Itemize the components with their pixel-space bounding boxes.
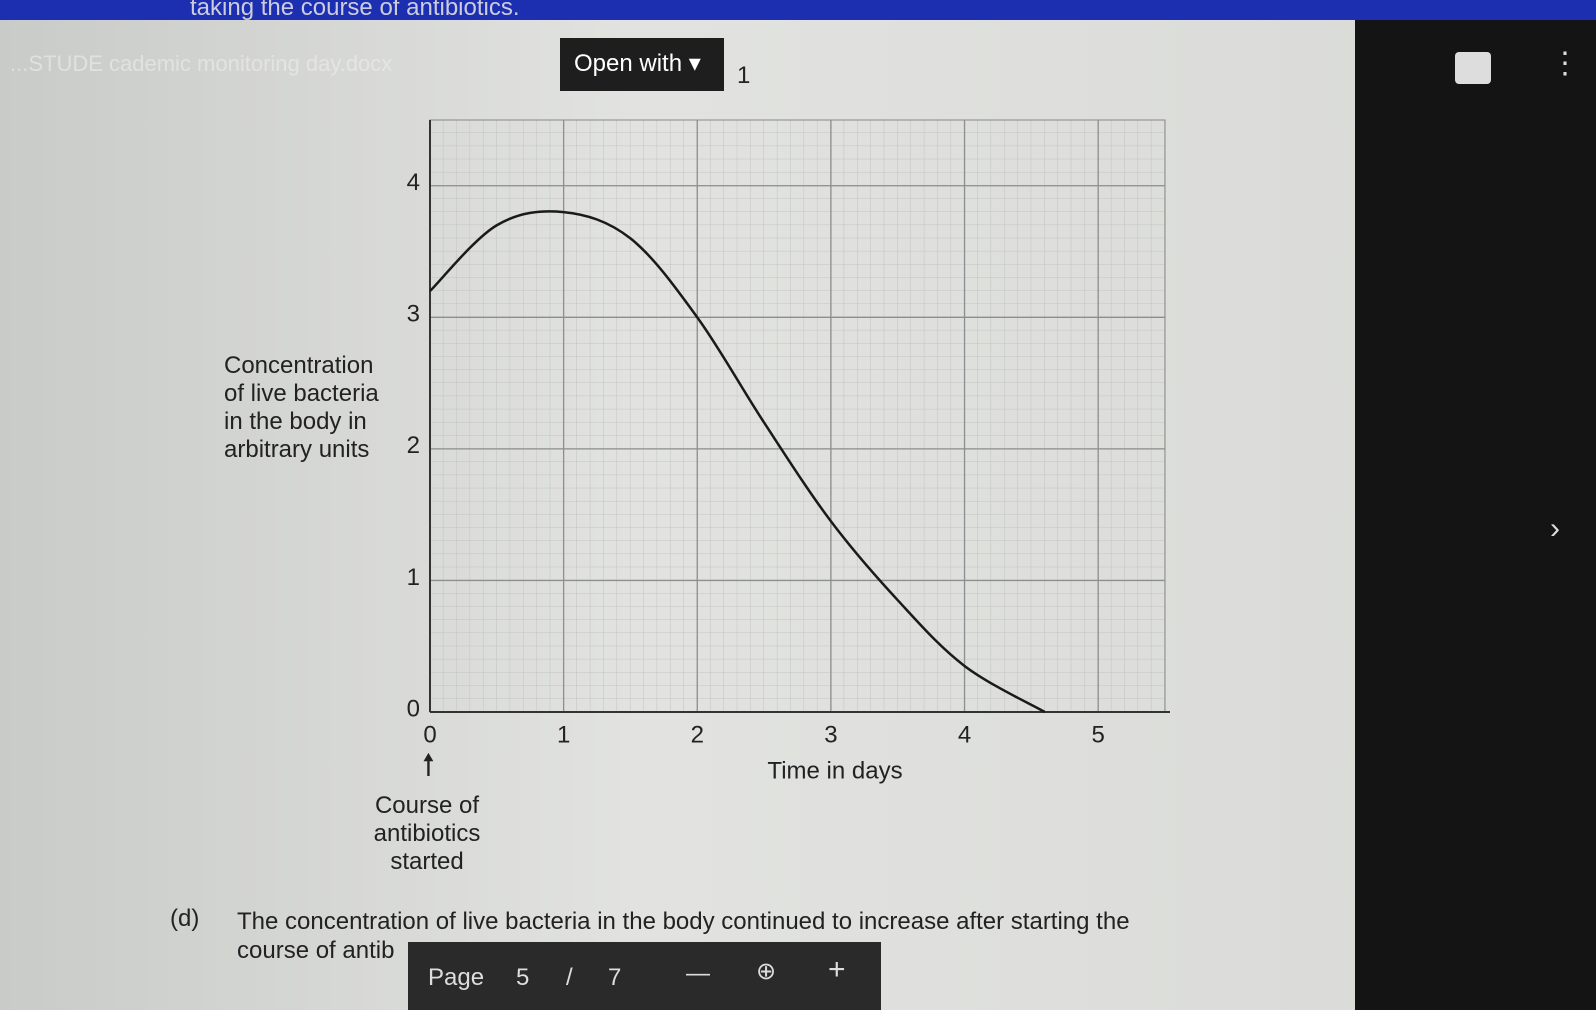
y-tick-label: 1 [407,564,420,591]
arrow-annotation: 🠕 [422,749,435,782]
pager-label: Page [428,964,485,991]
print-icon[interactable] [1455,52,1491,84]
badge: 1 [737,62,751,89]
open-with-label: Open with [574,50,683,77]
question-label: (d) [170,905,200,932]
x-tick-label: 1 [557,721,570,748]
y-tick-label: 0 [407,695,420,722]
zoom-in[interactable]: + [828,953,846,986]
x-tick-label: 4 [958,721,971,748]
pager: Page 5 / 7 — ⊕ + [408,942,881,1010]
x-tick-label: 2 [691,721,704,748]
x-axis-label: Time in days [767,757,902,784]
x-tick-label: 5 [1092,721,1105,748]
breadcrumb: ...STUDE cademic monitoring day.docx [10,51,393,76]
question-text: The concentration of live bacteria in th… [237,908,1130,935]
y-tick-label: 4 [407,169,420,196]
top-bar [0,0,1596,20]
y-tick-label: 2 [407,432,420,459]
more-icon[interactable]: ⋮ [1550,47,1580,80]
y-tick-label: 3 [407,301,420,328]
pager-current[interactable]: 5 [516,964,530,991]
next-arrow[interactable]: › [1550,512,1560,545]
x-tick-label: 3 [824,721,837,748]
question-text-2: course of antib [237,937,395,964]
top-text: taking the course of antibiotics. [190,0,520,21]
minor-grid [430,120,1165,712]
annotation: Course of antibiotics started [373,792,481,875]
open-with-button[interactable]: Open with ▾ [560,38,724,91]
pager-sep: / [566,964,573,991]
side-panel [1355,20,1596,1010]
zoom-out[interactable]: — [686,960,710,987]
zoom-icon[interactable]: ⊕ [756,958,777,985]
y-axis-label: Concentration of live bacteria in the bo… [224,352,379,463]
pager-total: 7 [608,964,622,991]
curve [429,210,1046,714]
x-tick-label: 0 [423,721,436,748]
